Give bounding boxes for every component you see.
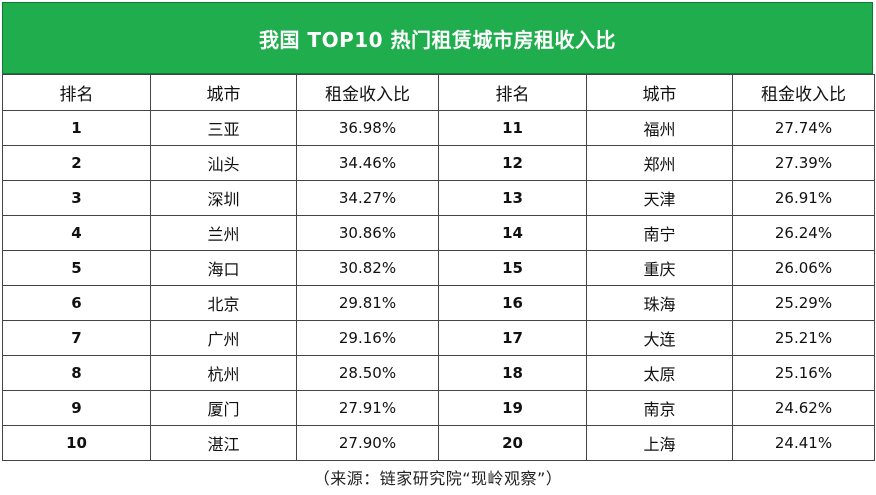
header-row: 排名 城市 租金收入比 排名 城市 租金收入比	[2, 74, 875, 111]
ratio-cell: 27.74%	[732, 110, 875, 146]
city-cell: 大连	[586, 320, 733, 356]
table-row: 2 汕头 34.46% 12 郑州 27.39%	[2, 145, 875, 181]
rank-cell: 6	[2, 285, 151, 321]
rank-cell: 9	[2, 390, 151, 426]
rank-cell: 2	[2, 145, 151, 181]
header-rank-left: 排名	[2, 74, 151, 111]
rank-cell: 18	[438, 355, 587, 391]
rent-ratio-table-sheet: 我国 TOP10 热门租赁城市房租收入比 排名 城市 租金收入比 排名 城市 租…	[2, 2, 875, 461]
header-city-right: 城市	[586, 74, 733, 111]
city-cell: 海口	[150, 250, 297, 286]
rank-cell: 17	[438, 320, 587, 356]
ratio-cell: 26.91%	[732, 180, 875, 216]
rank-cell: 1	[2, 110, 151, 146]
city-cell: 汕头	[150, 145, 297, 181]
city-cell: 兰州	[150, 215, 297, 251]
table-title: 我国 TOP10 热门租赁城市房租收入比	[2, 2, 873, 74]
header-ratio-right: 租金收入比	[732, 74, 875, 111]
city-cell: 太原	[586, 355, 733, 391]
rank-cell: 16	[438, 285, 587, 321]
rent-ratio-table: 排名 城市 租金收入比 排名 城市 租金收入比 1 三亚 36.98% 11 福…	[2, 74, 875, 461]
ratio-cell: 26.06%	[732, 250, 875, 286]
city-cell: 三亚	[150, 110, 297, 146]
city-cell: 福州	[586, 110, 733, 146]
source-note: （来源：链家研究院“现岭观察”）	[313, 469, 563, 488]
city-cell: 深圳	[150, 180, 297, 216]
table-row: 9 厦门 27.91% 19 南京 24.62%	[2, 390, 875, 426]
ratio-cell: 30.82%	[296, 250, 439, 286]
city-cell: 南京	[586, 390, 733, 426]
rank-cell: 13	[438, 180, 587, 216]
city-cell: 北京	[150, 285, 297, 321]
table-row: 3 深圳 34.27% 13 天津 26.91%	[2, 180, 875, 216]
header-ratio-left: 租金收入比	[296, 74, 439, 111]
ratio-cell: 29.81%	[296, 285, 439, 321]
rank-cell: 8	[2, 355, 151, 391]
ratio-cell: 27.39%	[732, 145, 875, 181]
rank-cell: 3	[2, 180, 151, 216]
city-cell: 重庆	[586, 250, 733, 286]
city-cell: 郑州	[586, 145, 733, 181]
rank-cell: 11	[438, 110, 587, 146]
ratio-cell: 27.90%	[296, 425, 439, 461]
city-cell: 珠海	[586, 285, 733, 321]
city-cell: 上海	[586, 425, 733, 461]
rank-cell: 10	[2, 425, 151, 461]
table-row: 6 北京 29.81% 16 珠海 25.29%	[2, 285, 875, 321]
ratio-cell: 34.46%	[296, 145, 439, 181]
rank-cell: 5	[2, 250, 151, 286]
header-rank-right: 排名	[438, 74, 587, 111]
table-row: 8 杭州 28.50% 18 太原 25.16%	[2, 355, 875, 391]
rank-cell: 4	[2, 215, 151, 251]
table-row: 1 三亚 36.98% 11 福州 27.74%	[2, 110, 875, 146]
rank-cell: 20	[438, 425, 587, 461]
rank-cell: 7	[2, 320, 151, 356]
rank-cell: 14	[438, 215, 587, 251]
table-row: 7 广州 29.16% 17 大连 25.21%	[2, 320, 875, 356]
rank-cell: 19	[438, 390, 587, 426]
table-body: 1 三亚 36.98% 11 福州 27.74% 2 汕头 34.46% 12 …	[2, 110, 875, 461]
ratio-cell: 25.16%	[732, 355, 875, 391]
city-cell: 南宁	[586, 215, 733, 251]
ratio-cell: 24.62%	[732, 390, 875, 426]
ratio-cell: 28.50%	[296, 355, 439, 391]
ratio-cell: 25.29%	[732, 285, 875, 321]
rank-cell: 15	[438, 250, 587, 286]
ratio-cell: 30.86%	[296, 215, 439, 251]
ratio-cell: 24.41%	[732, 425, 875, 461]
city-cell: 湛江	[150, 425, 297, 461]
table-row: 4 兰州 30.86% 14 南宁 26.24%	[2, 215, 875, 251]
table-row: 5 海口 30.82% 15 重庆 26.06%	[2, 250, 875, 286]
ratio-cell: 34.27%	[296, 180, 439, 216]
city-cell: 天津	[586, 180, 733, 216]
ratio-cell: 29.16%	[296, 320, 439, 356]
ratio-cell: 27.91%	[296, 390, 439, 426]
ratio-cell: 26.24%	[732, 215, 875, 251]
header-city-left: 城市	[150, 74, 297, 111]
rank-cell: 12	[438, 145, 587, 181]
ratio-cell: 25.21%	[732, 320, 875, 356]
ratio-cell: 36.98%	[296, 110, 439, 146]
city-cell: 杭州	[150, 355, 297, 391]
city-cell: 厦门	[150, 390, 297, 426]
table-row: 10 湛江 27.90% 20 上海 24.41%	[2, 425, 875, 461]
city-cell: 广州	[150, 320, 297, 356]
